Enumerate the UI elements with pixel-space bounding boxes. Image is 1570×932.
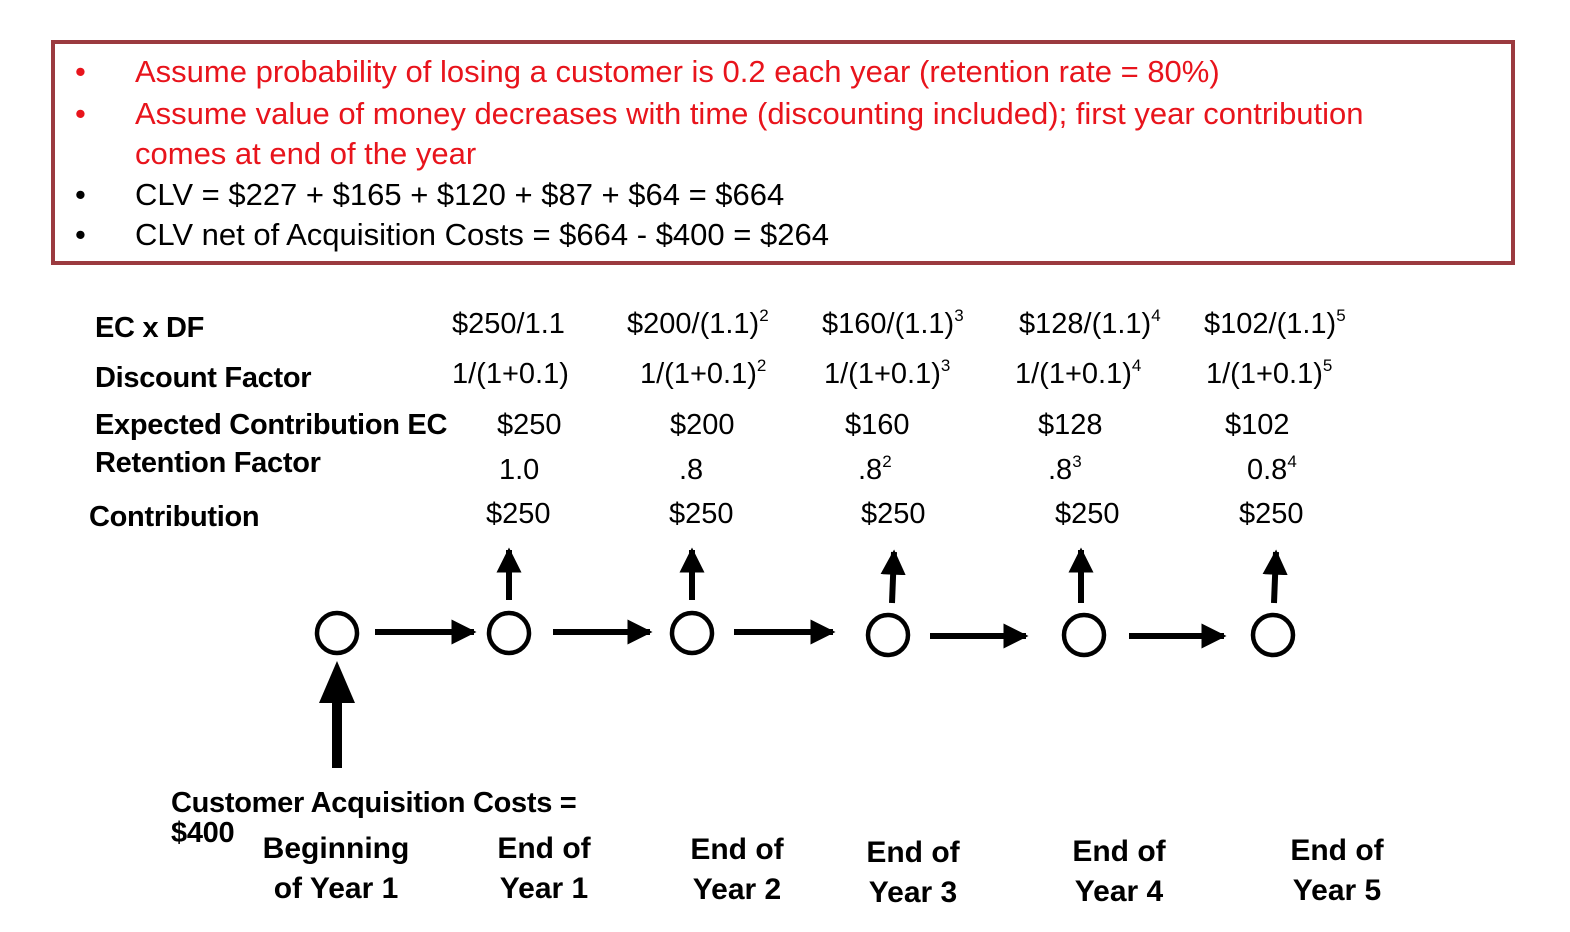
timeline-label-line-2: Year 3 (868, 876, 958, 909)
contribution-arrow-3 (880, 549, 906, 604)
timeline-label-line-1: End of (866, 836, 960, 869)
expected-contribution-year-5: $102 (1225, 409, 1290, 441)
ec-df-year-3: $160/(1.1)3 (822, 306, 964, 340)
ec-df-year-2: $200/(1.1)2 (627, 306, 769, 340)
assumptions-box (51, 40, 1515, 265)
acquisition-cost-label: Customer Acquisition Costs = (171, 787, 577, 819)
expected-contribution-year-4: $128 (1038, 409, 1103, 441)
discount-factor-year-3: 1/(1+0.1)3 (824, 356, 951, 390)
retention-factor-year-5: 0.84 (1247, 452, 1297, 486)
bullet-text: Assume value of money decreases with tim… (135, 96, 1364, 131)
row-label-ec-df: EC x DF (95, 312, 205, 344)
bullet-text: CLV net of Acquisition Costs = $664 - $4… (135, 217, 829, 252)
timeline-label-line-2: Year 4 (1074, 875, 1164, 908)
discount-factor-year-1: 1/(1+0.1) (452, 358, 569, 390)
node-end-year-4 (1061, 612, 1107, 658)
bullet-text: CLV = $227 + $165 + $120 + $87 + $64 = $… (135, 177, 785, 212)
bullet-text: Assume probability of losing a customer … (135, 54, 1220, 89)
bullet-marker: • (75, 177, 86, 212)
bullet-marker: • (75, 54, 86, 89)
ec-df-year-4: $128/(1.1)4 (1019, 306, 1161, 340)
timeline-label-line-1: End of (497, 832, 591, 865)
timeline-label-line-2: Year 1 (499, 872, 589, 905)
contribution-arrow-5 (1262, 549, 1288, 604)
node-end-year-3 (865, 612, 911, 658)
timeline-label-end-year-1: End of Year 1 (444, 829, 644, 909)
retention-factor-year-2: .8 (679, 454, 704, 486)
discount-factor-year-2: 1/(1+0.1)2 (640, 356, 767, 390)
acquisition-cost-value: $400 (171, 817, 235, 849)
retention-factor-year-1: 1.0 (499, 454, 540, 486)
discount-factor-year-4: 1/(1+0.1)4 (1015, 356, 1142, 390)
expected-contribution-year-2: $200 (670, 409, 735, 441)
bullet-marker: • (75, 96, 86, 131)
timeline-label-end-year-4: End of Year 4 (1019, 832, 1219, 912)
timeline-label-beginning-year-1: Beginning of Year 1 (236, 829, 436, 909)
expected-contribution-year-3: $160 (845, 409, 910, 441)
retention-factor-year-3: .82 (858, 452, 892, 486)
timeline-label-line-1: End of (690, 833, 784, 866)
contribution-year-5: $250 (1239, 498, 1304, 530)
timeline-label-line-2: of Year 1 (273, 872, 399, 905)
timeline-label-line-1: Beginning (262, 832, 410, 865)
retention-factor-year-4: .83 (1048, 452, 1082, 486)
timeline-label-end-year-5: End of Year 5 (1237, 831, 1437, 911)
contribution-year-2: $250 (669, 498, 734, 530)
row-label-retention-factor: Retention Factor (95, 447, 321, 479)
row-label-contribution: Contribution (89, 501, 260, 533)
ec-df-year-1: $250/1.1 (452, 308, 565, 340)
discount-factor-year-5: 1/(1+0.1)5 (1206, 356, 1333, 390)
node-beginning-year-1 (314, 610, 360, 656)
contribution-year-4: $250 (1055, 498, 1120, 530)
ec-df-year-5: $102/(1.1)5 (1204, 306, 1346, 340)
timeline-label-line-1: End of (1290, 834, 1384, 867)
acquisition-cost-arrowhead (319, 661, 355, 703)
row-label-discount-factor: Discount Factor (95, 362, 312, 394)
timeline-label-line-2: Year 2 (692, 873, 782, 906)
timeline-label-line-2: Year 5 (1292, 874, 1382, 907)
node-end-year-5 (1250, 612, 1296, 658)
bullet-text: comes at end of the year (135, 136, 477, 171)
timeline-label-end-year-3: End of Year 3 (813, 833, 1013, 913)
timeline-label-end-year-2: End of Year 2 (637, 830, 837, 910)
contribution-year-3: $250 (861, 498, 926, 530)
timeline-label-line-1: End of (1072, 835, 1166, 868)
bullet-marker: • (75, 217, 86, 252)
expected-contribution-year-1: $250 (497, 409, 562, 441)
node-end-year-2 (669, 610, 715, 656)
contribution-year-1: $250 (486, 498, 551, 530)
row-label-expected-contribution: Expected Contribution EC (95, 409, 448, 441)
node-end-year-1 (486, 610, 532, 656)
